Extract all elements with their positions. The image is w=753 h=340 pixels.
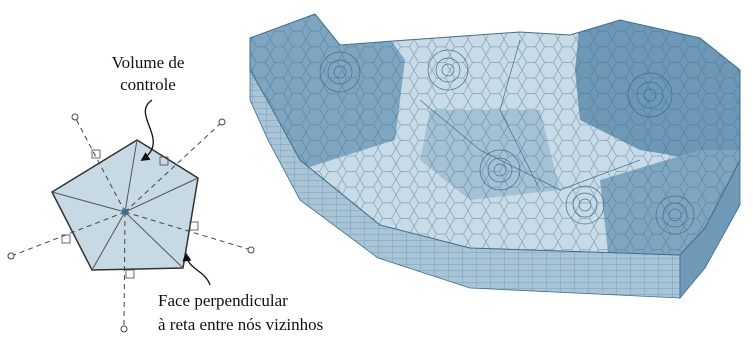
label: Volume de bbox=[112, 53, 185, 72]
label: à reta entre nós vizinhos bbox=[158, 315, 323, 334]
label: controle bbox=[120, 75, 176, 94]
label: Face perpendicular bbox=[158, 291, 288, 310]
mesh-illustration bbox=[240, 10, 753, 298]
figure: Volume de controle Face perpendicular à … bbox=[0, 0, 753, 340]
